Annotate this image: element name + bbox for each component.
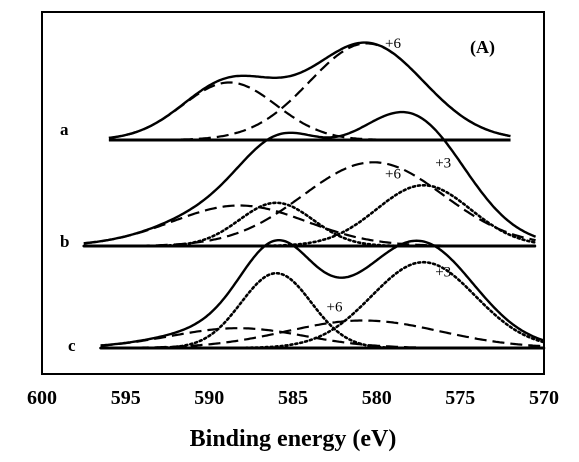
trace-c-dashed-component-1 bbox=[100, 327, 544, 350]
trace-c-dotted-component-2 bbox=[99, 271, 546, 350]
x-axis-title: Binding energy (eV) bbox=[190, 426, 397, 452]
trace-label-b: b bbox=[60, 232, 69, 251]
trace-a-dashed-component-1 bbox=[108, 81, 511, 142]
x-tick-labels: 600 595 590 585 580 575 570 bbox=[27, 387, 559, 409]
x-tick-label-600: 600 bbox=[27, 387, 57, 409]
annotation-b-1: +3 bbox=[435, 156, 451, 172]
trace-c-dotted-component-4 bbox=[99, 260, 546, 350]
panel-tag: (A) bbox=[470, 37, 495, 58]
x-tick-label-575: 575 bbox=[445, 387, 475, 409]
trace-b-dotted-component-4 bbox=[82, 184, 537, 248]
curves-group: +6 +6 +3 +6 +3 bbox=[82, 36, 546, 350]
x-tick-label-580: 580 bbox=[362, 387, 392, 409]
x-tick-label-590: 590 bbox=[194, 387, 224, 409]
x-tick-label-585: 585 bbox=[278, 387, 308, 409]
annotation-c-0: +6 bbox=[327, 300, 343, 316]
annotation-a-0: +6 bbox=[385, 36, 401, 52]
trace-b-dotted-component-2 bbox=[82, 201, 537, 248]
trace-c-envelope bbox=[100, 239, 545, 347]
trace-label-a: a bbox=[60, 120, 69, 139]
plot-frame bbox=[41, 11, 545, 375]
x-tick-label-570: 570 bbox=[529, 387, 559, 409]
x-tick-label-595: 595 bbox=[111, 387, 141, 409]
annotation-b-0: +6 bbox=[385, 167, 401, 183]
trace-a-dashed-component-2 bbox=[108, 42, 511, 142]
trace-c-dashed-component-3 bbox=[100, 319, 545, 349]
trace-label-c: c bbox=[68, 336, 76, 355]
annotation-c-1: +3 bbox=[435, 265, 451, 281]
trace-a-envelope bbox=[108, 41, 511, 140]
